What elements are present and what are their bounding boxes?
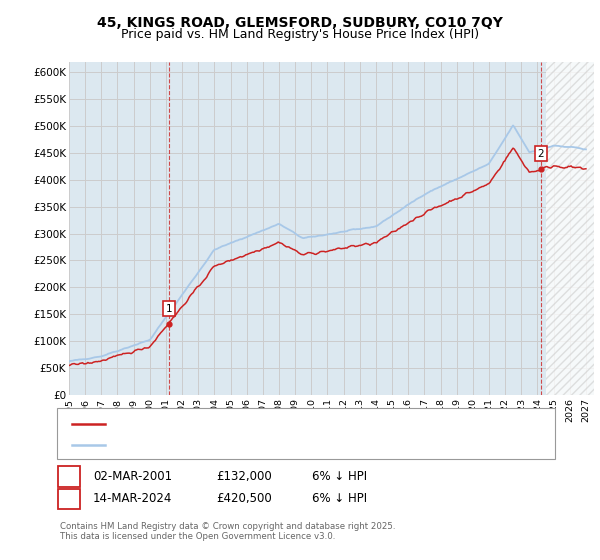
Text: 02-MAR-2001: 02-MAR-2001 — [93, 470, 172, 483]
Text: Contains HM Land Registry data © Crown copyright and database right 2025.
This d: Contains HM Land Registry data © Crown c… — [60, 522, 395, 542]
Text: 45, KINGS ROAD, GLEMSFORD, SUDBURY, CO10 7QY (detached house): 45, KINGS ROAD, GLEMSFORD, SUDBURY, CO10… — [111, 419, 479, 430]
Text: 6% ↓ HPI: 6% ↓ HPI — [312, 470, 367, 483]
Text: £132,000: £132,000 — [216, 470, 272, 483]
Text: 1: 1 — [65, 470, 73, 483]
Text: 6% ↓ HPI: 6% ↓ HPI — [312, 492, 367, 506]
Text: £420,500: £420,500 — [216, 492, 272, 506]
Text: 45, KINGS ROAD, GLEMSFORD, SUDBURY, CO10 7QY: 45, KINGS ROAD, GLEMSFORD, SUDBURY, CO10… — [97, 16, 503, 30]
Bar — [545, 62, 594, 395]
Text: 2: 2 — [538, 149, 544, 159]
Text: Price paid vs. HM Land Registry's House Price Index (HPI): Price paid vs. HM Land Registry's House … — [121, 28, 479, 41]
Text: HPI: Average price, detached house, Babergh: HPI: Average price, detached house, Babe… — [111, 440, 348, 450]
Text: 2: 2 — [65, 492, 73, 506]
Text: 1: 1 — [166, 304, 172, 314]
Text: 14-MAR-2024: 14-MAR-2024 — [93, 492, 172, 506]
